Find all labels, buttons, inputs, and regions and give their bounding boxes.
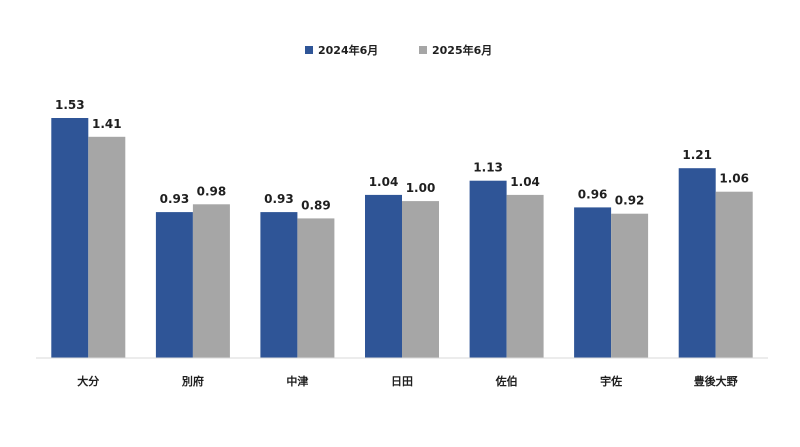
category-label-4: 佐伯 [495, 374, 518, 388]
value-label-2024-3: 1.04 [369, 175, 399, 189]
bar-2024-4 [469, 180, 507, 358]
value-label-2024-5: 0.96 [578, 187, 608, 201]
value-label-2024-0: 1.53 [55, 98, 85, 112]
bar-2025-2 [297, 218, 335, 358]
legend-label-2025: 2025年6月 [432, 43, 492, 57]
value-label-2024-2: 0.93 [264, 192, 294, 206]
bar-2024-1 [155, 212, 193, 358]
category-label-5: 宇佐 [600, 374, 622, 388]
bar-2024-6 [678, 168, 716, 358]
bar-2025-1 [192, 204, 230, 358]
bars-group [51, 118, 753, 358]
bar-2024-0 [51, 118, 89, 358]
category-labels-group: 大分 別府 中津 日田 佐伯 宇佐 豊後大野 [77, 374, 737, 388]
legend: 2024年6月 2025年6月 [305, 43, 492, 57]
bar-2024-5 [574, 207, 612, 358]
value-label-2025-2: 0.89 [301, 198, 331, 212]
bar-2025-6 [715, 191, 753, 358]
bar-2024-3 [365, 194, 402, 358]
legend-swatch-2025 [419, 46, 427, 54]
value-label-2025-3: 1.00 [406, 181, 436, 195]
value-label-2025-4: 1.04 [510, 175, 540, 189]
bar-2024-2 [260, 212, 298, 358]
bar-2025-5 [611, 213, 649, 358]
category-label-3: 日田 [391, 375, 413, 388]
bar-2025-4 [506, 194, 544, 358]
value-label-2025-6: 1.06 [719, 172, 749, 186]
value-label-2024-1: 0.93 [160, 192, 190, 206]
bar-2025-0 [88, 136, 126, 358]
value-labels-group: 1.53 1.41 0.93 0.98 0.93 0.89 1.04 1.00 1.13 1.04… [55, 98, 749, 212]
bar-2025-3 [402, 201, 439, 358]
category-label-6: 豊後大野 [694, 374, 738, 388]
legend-label-2024: 2024年6月 [318, 43, 378, 57]
value-label-2024-6: 1.21 [682, 148, 712, 162]
value-label-2025-1: 0.98 [197, 184, 227, 198]
category-label-0: 大分 [77, 374, 99, 388]
value-label-2025-5: 0.92 [615, 194, 645, 208]
category-label-1: 別府 [181, 374, 204, 388]
value-label-2025-0: 1.41 [92, 117, 122, 131]
value-label-2024-4: 1.13 [473, 161, 503, 175]
legend-swatch-2024 [305, 46, 313, 54]
category-label-2: 中津 [286, 374, 308, 388]
